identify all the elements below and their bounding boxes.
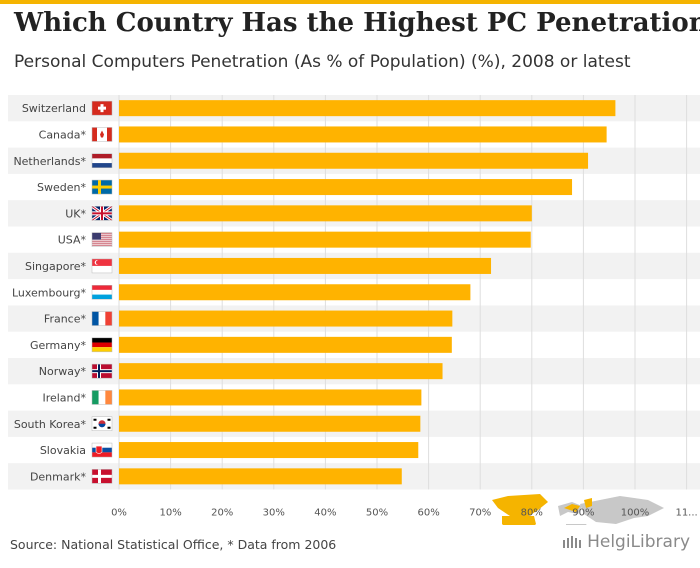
x-tick-label: 40% <box>314 508 336 519</box>
dk-flag-icon <box>91 469 113 484</box>
category-label: USA* <box>58 234 87 247</box>
x-tick-label: 60% <box>417 508 439 519</box>
bar <box>119 415 421 432</box>
kr-flag-icon <box>91 416 113 431</box>
bar <box>119 257 492 274</box>
bar <box>119 442 419 459</box>
bar <box>119 152 589 169</box>
category-label: Switzerland <box>22 102 86 115</box>
x-tick-label: 80% <box>521 508 543 519</box>
category-label: Germany* <box>30 339 87 352</box>
category-label: Singapore* <box>25 260 86 273</box>
category-label: Luxembourg* <box>12 286 87 299</box>
map-canada <box>492 494 548 518</box>
fr-flag-icon <box>91 311 113 326</box>
category-label: Netherlands* <box>13 155 86 168</box>
x-tick-label: 20% <box>211 508 233 519</box>
category-label: UK* <box>65 207 86 220</box>
x-tick-label: 11... <box>675 508 697 519</box>
x-tick-label: 90% <box>572 508 594 519</box>
lu-flag-icon <box>91 285 113 300</box>
sg-flag-icon <box>91 258 113 274</box>
chart-title: Which Country Has the Highest PC Penetra… <box>14 8 700 38</box>
bar <box>119 389 422 406</box>
bar <box>119 205 532 222</box>
us-flag-icon <box>91 232 113 247</box>
source-note: Source: National Statistical Office, * D… <box>10 537 337 552</box>
ch-flag-icon <box>91 100 113 116</box>
no-flag-icon <box>91 363 113 379</box>
brand-logo: HelgiLibrary <box>562 532 690 552</box>
bar-chart: Switzerland Canada* Netherlands* Sweden* UK*… <box>8 95 700 525</box>
gb-flag-icon <box>91 205 113 222</box>
bar <box>119 336 452 353</box>
bar <box>119 231 531 248</box>
top-accent-bar <box>0 0 700 4</box>
brand-name: HelgiLibrary <box>587 532 690 552</box>
bar <box>119 310 453 327</box>
sk-flag-icon <box>91 442 113 458</box>
bar <box>119 468 402 485</box>
bar <box>119 284 471 301</box>
world-map-inset <box>492 494 664 525</box>
bar <box>119 179 573 196</box>
category-label: Slovakia <box>40 444 86 457</box>
bar <box>119 126 607 143</box>
x-tick-label: 0% <box>111 508 127 519</box>
ie-flag-icon <box>91 390 113 405</box>
x-tick-label: 10% <box>159 508 181 519</box>
category-label: Sweden* <box>37 181 86 194</box>
x-tick-label: 70% <box>469 508 491 519</box>
map-africa <box>566 524 587 525</box>
de-flag-icon <box>91 337 113 353</box>
category-label: France* <box>44 313 87 326</box>
category-label: Ireland* <box>42 391 86 404</box>
category-label: Norway* <box>39 365 87 378</box>
category-label: South Korea* <box>14 418 87 431</box>
map-usa <box>502 516 536 525</box>
map-europe-highlight <box>564 504 580 512</box>
bar <box>119 100 616 117</box>
chart-subtitle: Personal Computers Penetration (As % of … <box>14 52 631 72</box>
map-scandinavia <box>584 498 592 508</box>
category-label: Canada* <box>39 128 87 141</box>
category-label: Denmark* <box>30 470 87 483</box>
nl-flag-icon <box>91 153 113 168</box>
map-asia <box>580 496 664 524</box>
se-flag-icon <box>91 179 113 195</box>
x-tick-label: 30% <box>263 508 285 519</box>
x-tick-label: 50% <box>366 508 388 519</box>
x-tick-label: 100% <box>621 508 650 519</box>
bar <box>119 363 443 380</box>
library-icon <box>563 536 582 548</box>
ca-flag-icon <box>91 127 113 142</box>
